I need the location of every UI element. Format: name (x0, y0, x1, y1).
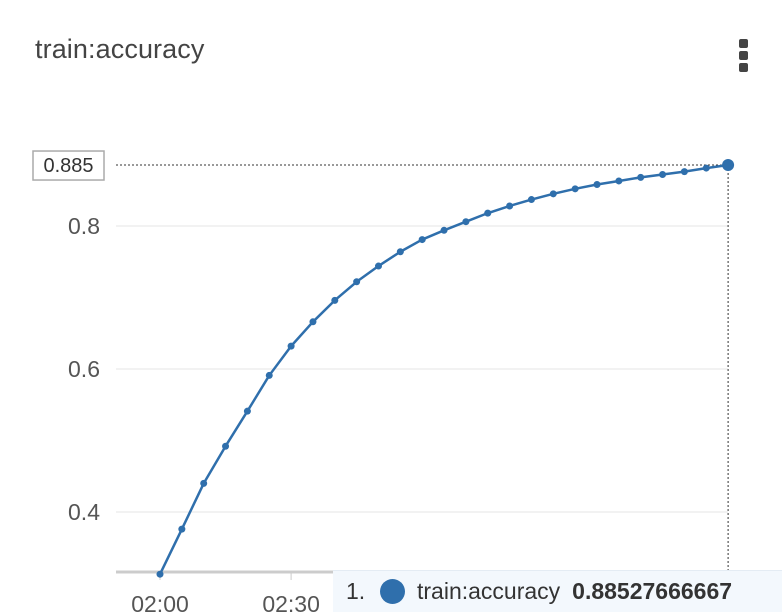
data-point[interactable] (527, 196, 535, 204)
data-point[interactable] (353, 278, 361, 286)
data-point[interactable] (593, 181, 601, 189)
grid-lines (116, 225, 728, 513)
more-options-button[interactable] (732, 34, 756, 74)
data-point[interactable] (309, 318, 317, 326)
data-point[interactable] (418, 236, 426, 244)
x-tick-label: 02:00 (131, 591, 189, 612)
tooltip-series-name: train:accuracy (417, 578, 561, 604)
series-train-accuracy (156, 159, 735, 578)
series-marker-icon (380, 579, 405, 604)
tooltip-value: 0.88527666667 (572, 578, 733, 604)
data-point[interactable] (396, 248, 404, 256)
data-point[interactable] (265, 371, 273, 379)
y-tick-label: 0.8 (68, 213, 100, 239)
y-tick-label: 0.4 (68, 499, 100, 525)
data-point[interactable] (680, 168, 688, 176)
x-axis-ticks: 02:00 02:30 (131, 572, 320, 612)
highlight-value-label: 0.885 (32, 150, 105, 181)
data-point[interactable] (571, 185, 579, 193)
data-point[interactable] (375, 262, 382, 270)
data-point[interactable] (178, 525, 186, 533)
highlighted-point[interactable] (722, 159, 735, 172)
highlight-label-box (32, 150, 105, 181)
data-point[interactable] (637, 173, 645, 181)
data-point[interactable] (462, 218, 470, 226)
data-point[interactable] (287, 342, 295, 350)
data-point[interactable] (156, 570, 164, 578)
data-point[interactable] (615, 177, 623, 185)
x-tick-label: 02:30 (262, 591, 320, 612)
y-tick-label: 0.6 (68, 356, 100, 382)
data-point[interactable] (549, 190, 557, 198)
data-point[interactable] (440, 226, 448, 234)
data-point[interactable] (702, 164, 710, 172)
data-point[interactable] (331, 296, 339, 304)
data-point[interactable] (200, 479, 208, 487)
data-point[interactable] (506, 202, 514, 210)
data-point[interactable] (659, 171, 667, 179)
data-point[interactable] (222, 442, 230, 450)
tooltip: 1. train:accuracy 0.88527666667 (333, 570, 782, 612)
y-axis-ticks: 0.4 0.6 0.8 (68, 213, 100, 525)
data-point[interactable] (243, 407, 251, 415)
highlight-label-text: 0.885 (43, 155, 93, 177)
tooltip-index: 1. (346, 578, 366, 604)
data-point[interactable] (484, 209, 492, 217)
chart-title: train:accuracy (35, 34, 205, 64)
